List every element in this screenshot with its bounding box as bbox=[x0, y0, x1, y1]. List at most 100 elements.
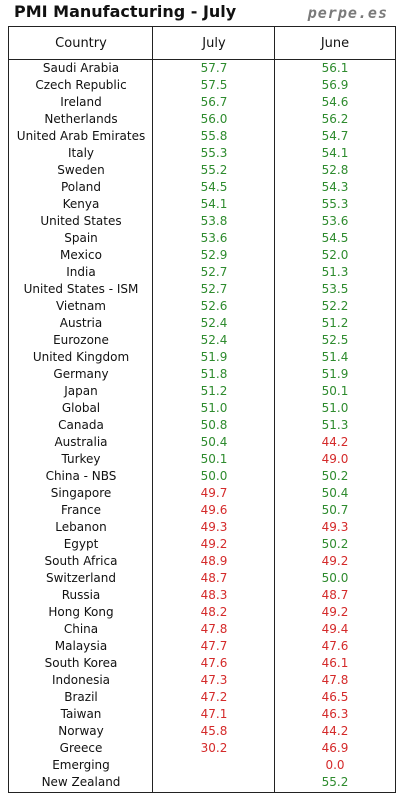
table-row: Vietnam 52.6 52.2 bbox=[9, 298, 395, 315]
cell-country: India bbox=[66, 265, 96, 279]
cell-country: Taiwan bbox=[60, 707, 102, 721]
table-row: Emerging 0.0 bbox=[9, 757, 395, 774]
cell-country: United Kingdom bbox=[32, 350, 130, 364]
cell-june: 51.2 bbox=[321, 316, 349, 330]
cell-country: United States - ISM bbox=[23, 282, 139, 296]
header-june: June bbox=[320, 36, 350, 51]
cell-july: 52.7 bbox=[200, 282, 228, 296]
cell-july: 52.7 bbox=[200, 265, 228, 279]
cell-country: Saudi Arabia bbox=[42, 61, 120, 75]
cell-june: 47.6 bbox=[321, 639, 349, 653]
cell-june: 44.2 bbox=[321, 724, 349, 738]
cell-june: 54.1 bbox=[321, 146, 349, 160]
cell-country: Spain bbox=[64, 231, 98, 245]
cell-july: 55.2 bbox=[200, 163, 228, 177]
cell-country: Emerging bbox=[52, 758, 110, 772]
cell-june: 56.1 bbox=[321, 61, 349, 75]
table-row: Egypt 49.2 50.2 bbox=[9, 536, 395, 553]
cell-june: 44.2 bbox=[321, 435, 349, 449]
table-row: Germany 51.8 51.9 bbox=[9, 366, 395, 383]
brand-logo: perpe.es bbox=[307, 4, 388, 22]
cell-country: Singapore bbox=[50, 486, 112, 500]
table-header: Country July June bbox=[9, 27, 395, 60]
cell-country: Vietnam bbox=[55, 299, 106, 313]
cell-june: 50.1 bbox=[321, 384, 349, 398]
cell-june: 51.3 bbox=[321, 265, 349, 279]
cell-country: Greece bbox=[59, 741, 103, 755]
cell-july: 53.6 bbox=[200, 231, 228, 245]
cell-july: 52.6 bbox=[200, 299, 228, 313]
cell-july: 47.3 bbox=[200, 673, 228, 687]
header-july: July bbox=[202, 36, 226, 51]
cell-july: 47.7 bbox=[200, 639, 228, 653]
cell-country: Ireland bbox=[60, 95, 102, 109]
cell-july: 51.2 bbox=[200, 384, 228, 398]
chart-title: PMI Manufacturing - July bbox=[14, 2, 237, 21]
table-row: Singapore 49.7 50.4 bbox=[9, 485, 395, 502]
table-row: Hong Kong 48.2 49.2 bbox=[9, 604, 395, 621]
cell-june: 46.1 bbox=[321, 656, 349, 670]
cell-july: 49.3 bbox=[200, 520, 228, 534]
table-row: Brazil 47.2 46.5 bbox=[9, 689, 395, 706]
cell-june: 53.5 bbox=[321, 282, 349, 296]
cell-july: 54.1 bbox=[200, 197, 228, 211]
table-row: United Kingdom 51.9 51.4 bbox=[9, 349, 395, 366]
cell-july: 47.1 bbox=[200, 707, 228, 721]
cell-july: 49.7 bbox=[200, 486, 228, 500]
cell-country: Japan bbox=[64, 384, 98, 398]
cell-june: 52.8 bbox=[321, 163, 349, 177]
cell-july: 55.8 bbox=[200, 129, 228, 143]
table-row: Kenya 54.1 55.3 bbox=[9, 196, 395, 213]
cell-june: 54.7 bbox=[321, 129, 349, 143]
cell-july: 50.8 bbox=[200, 418, 228, 432]
cell-country: Egypt bbox=[63, 537, 99, 551]
table-row: United States 53.8 53.6 bbox=[9, 213, 395, 230]
cell-june: 54.5 bbox=[321, 231, 349, 245]
pmi-table: Country July June Saudi Arabia 57.7 56.1 Cz… bbox=[8, 26, 396, 793]
cell-country: Eurozone bbox=[53, 333, 109, 347]
cell-june: 52.5 bbox=[321, 333, 349, 347]
cell-july: 30.2 bbox=[200, 741, 228, 755]
cell-july: 47.8 bbox=[200, 622, 228, 636]
cell-july: 55.3 bbox=[200, 146, 228, 160]
cell-june: 51.4 bbox=[321, 350, 349, 364]
cell-june: 51.0 bbox=[321, 401, 349, 415]
cell-country: Canada bbox=[58, 418, 104, 432]
cell-june: 54.3 bbox=[321, 180, 349, 194]
cell-june: 56.2 bbox=[321, 112, 349, 126]
cell-july: 57.7 bbox=[200, 61, 228, 75]
cell-june: 50.2 bbox=[321, 469, 349, 483]
table-row: Czech Republic 57.5 56.9 bbox=[9, 77, 395, 94]
cell-july: 48.3 bbox=[200, 588, 228, 602]
table-row: Norway 45.8 44.2 bbox=[9, 723, 395, 740]
cell-july: 51.9 bbox=[200, 350, 228, 364]
cell-country: Malaysia bbox=[54, 639, 108, 653]
cell-july: 48.9 bbox=[200, 554, 228, 568]
cell-july: 48.7 bbox=[200, 571, 228, 585]
cell-june: 50.4 bbox=[321, 486, 349, 500]
cell-july: 47.6 bbox=[200, 656, 228, 670]
table-row: Netherlands 56.0 56.2 bbox=[9, 111, 395, 128]
cell-country: Turkey bbox=[61, 452, 101, 466]
cell-june: 0.0 bbox=[325, 758, 345, 772]
cell-july: 51.0 bbox=[200, 401, 228, 415]
table-row: United States - ISM 52.7 53.5 bbox=[9, 281, 395, 298]
cell-june: 49.0 bbox=[321, 452, 349, 466]
cell-july: 52.4 bbox=[200, 333, 228, 347]
cell-july: 56.0 bbox=[200, 112, 228, 126]
cell-country: United States bbox=[40, 214, 122, 228]
table-row: Japan 51.2 50.1 bbox=[9, 383, 395, 400]
cell-june: 47.8 bbox=[321, 673, 349, 687]
table-row: United Arab Emirates 55.8 54.7 bbox=[9, 128, 395, 145]
cell-july: 50.0 bbox=[200, 469, 228, 483]
cell-june: 50.0 bbox=[321, 571, 349, 585]
header-country: Country bbox=[55, 36, 107, 51]
cell-june: 46.5 bbox=[321, 690, 349, 704]
cell-country: Lebanon bbox=[55, 520, 107, 534]
table-row: Australia 50.4 44.2 bbox=[9, 434, 395, 451]
cell-country: Sweden bbox=[57, 163, 105, 177]
cell-july: 56.7 bbox=[200, 95, 228, 109]
cell-july: 51.8 bbox=[200, 367, 228, 381]
column-divider-2 bbox=[274, 27, 275, 792]
table-row: Russia 48.3 48.7 bbox=[9, 587, 395, 604]
